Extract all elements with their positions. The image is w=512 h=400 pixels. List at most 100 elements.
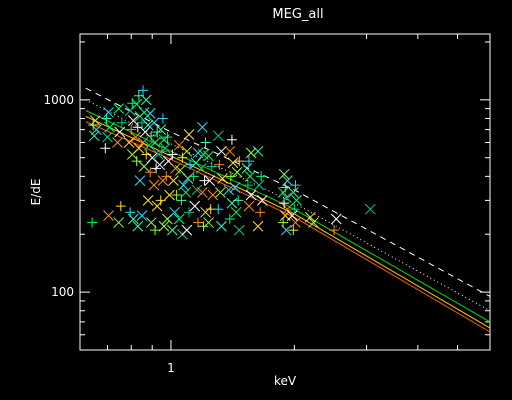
- data-point: [252, 145, 264, 157]
- data-point: [155, 195, 166, 206]
- data-point: [256, 171, 267, 182]
- chart-title: MEG_all: [272, 7, 323, 22]
- data-point: [203, 150, 214, 162]
- data-point: [127, 115, 139, 126]
- data-point: [152, 127, 163, 138]
- data-point: [162, 132, 173, 143]
- data-point: [103, 210, 114, 221]
- data-point: [132, 220, 144, 232]
- data-point: [103, 107, 114, 118]
- data-point: [181, 224, 193, 236]
- data-point: [226, 134, 237, 145]
- data-point: [216, 220, 227, 232]
- data-point: [191, 184, 203, 196]
- data-point: [217, 173, 228, 184]
- data-point: [214, 159, 225, 170]
- data-point: [245, 147, 257, 159]
- data-point: [113, 103, 125, 114]
- data-point: [243, 156, 254, 167]
- data-point: [204, 175, 215, 186]
- data-point: [233, 224, 245, 236]
- data-point: [244, 171, 256, 182]
- data-point: [200, 137, 211, 148]
- data-point: [154, 159, 166, 171]
- data-point: [177, 152, 188, 163]
- data-point: [138, 161, 150, 172]
- data-point: [290, 180, 301, 191]
- data-point: [223, 184, 235, 196]
- data-point: [192, 217, 203, 228]
- data-point: [88, 119, 99, 130]
- data-point: [364, 203, 376, 215]
- data-point: [241, 163, 253, 174]
- data-point: [245, 189, 257, 201]
- data-point: [114, 126, 126, 138]
- data-point: [144, 108, 156, 119]
- data-point: [280, 192, 292, 203]
- data-point: [166, 224, 178, 236]
- data-point: [182, 173, 194, 184]
- data-point: [123, 137, 135, 148]
- data-point: [207, 189, 219, 201]
- data-point: [226, 197, 238, 209]
- data-point: [291, 195, 302, 206]
- data-point: [136, 210, 148, 221]
- data-point: [157, 113, 168, 124]
- data-point: [181, 145, 193, 157]
- data-points: [87, 85, 376, 240]
- data-point: [180, 187, 192, 198]
- data-point: [289, 204, 300, 215]
- data-point: [158, 220, 170, 232]
- data-point: [233, 195, 244, 206]
- data-point: [131, 156, 142, 167]
- data-point: [203, 217, 214, 228]
- data-point: [229, 182, 241, 193]
- data-point: [329, 225, 340, 236]
- data-point: [256, 195, 268, 206]
- data-point: [169, 206, 180, 218]
- data-point: [231, 166, 243, 178]
- data-point: [173, 213, 185, 225]
- data-point: [286, 210, 298, 221]
- data-point: [227, 157, 239, 169]
- data-point: [142, 119, 154, 131]
- data-point: [142, 195, 154, 206]
- data-point: [196, 121, 208, 133]
- data-point: [137, 137, 149, 148]
- y-tick-label: 100: [51, 285, 74, 299]
- data-point: [234, 156, 245, 167]
- tick-labels: 100 1000 1: [43, 93, 174, 375]
- y-axis-label: E/dE: [29, 179, 43, 206]
- data-point: [198, 221, 209, 232]
- data-point: [287, 187, 299, 198]
- data-point: [112, 137, 123, 148]
- data-point: [188, 171, 199, 182]
- data-point: [149, 137, 161, 148]
- data-point: [225, 171, 236, 182]
- axis-ticks: [79, 34, 491, 351]
- x-tick-label: 1: [167, 361, 175, 375]
- data-point: [255, 207, 266, 218]
- data-point: [216, 145, 227, 157]
- data-point: [159, 142, 171, 154]
- data-point: [134, 175, 146, 186]
- data-point: [104, 121, 115, 133]
- data-point: [140, 94, 152, 106]
- data-point: [330, 213, 342, 225]
- data-point: [242, 180, 253, 191]
- data-point: [224, 145, 236, 157]
- data-point: [199, 175, 210, 186]
- data-point: [173, 139, 185, 151]
- data-point: [178, 179, 189, 191]
- data-point: [196, 187, 208, 198]
- data-point: [212, 130, 224, 142]
- data-point: [252, 220, 264, 232]
- data-point: [132, 122, 143, 133]
- data-point: [213, 204, 224, 215]
- model-line-dashed: [85, 87, 491, 297]
- x-axis-label: keV: [274, 374, 297, 388]
- data-point: [89, 115, 101, 126]
- data-point: [278, 168, 290, 180]
- data-point: [183, 207, 194, 218]
